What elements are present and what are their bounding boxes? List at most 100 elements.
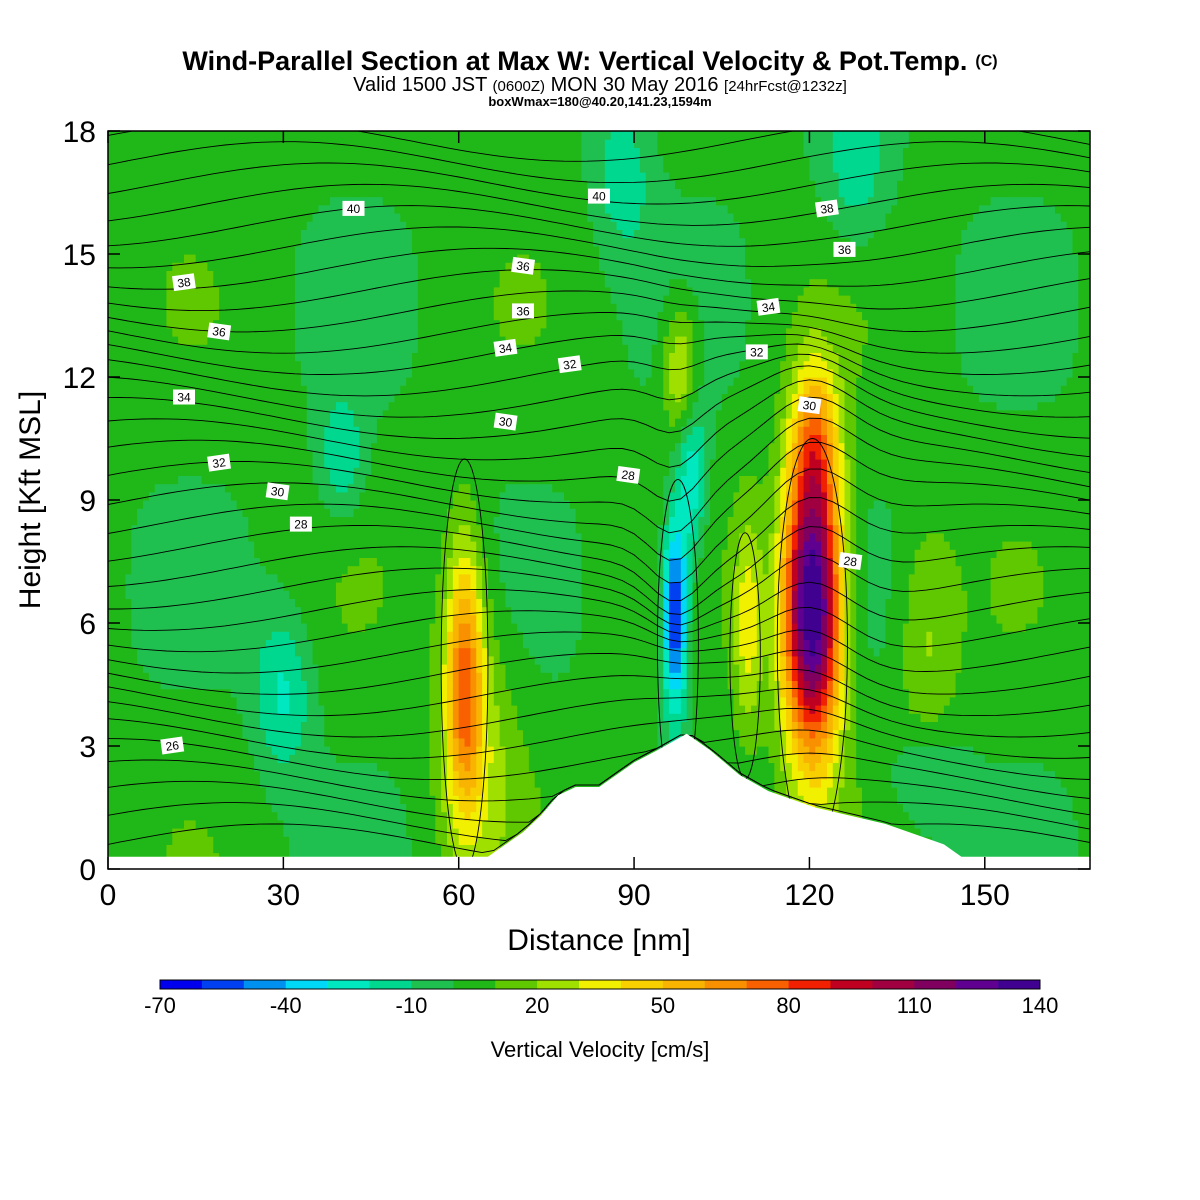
velocity-cell bbox=[248, 565, 255, 575]
velocity-cell bbox=[189, 631, 197, 640]
velocity-cell bbox=[376, 754, 384, 763]
velocity-cell bbox=[201, 188, 208, 198]
velocity-cell bbox=[254, 770, 261, 780]
velocity-cell bbox=[189, 819, 197, 829]
velocity-cell bbox=[394, 254, 401, 263]
velocity-cell bbox=[224, 828, 232, 837]
velocity-cell bbox=[148, 426, 156, 435]
velocity-cell bbox=[108, 368, 115, 378]
velocity-cell bbox=[154, 688, 162, 698]
velocity-cell bbox=[230, 344, 238, 353]
velocity-cell bbox=[371, 508, 378, 517]
velocity-cell bbox=[411, 524, 419, 534]
velocity-cell bbox=[347, 754, 355, 763]
velocity-cell bbox=[195, 688, 203, 698]
velocity-cell bbox=[318, 541, 325, 550]
velocity-cell bbox=[178, 213, 185, 222]
velocity-cell bbox=[125, 623, 132, 632]
velocity-cell bbox=[347, 803, 355, 813]
velocity-cell bbox=[376, 582, 384, 591]
velocity-cell bbox=[248, 508, 255, 517]
velocity-cell bbox=[119, 385, 127, 394]
velocity-cell bbox=[213, 450, 220, 460]
velocity-cell bbox=[201, 737, 208, 747]
velocity-cell bbox=[265, 196, 273, 206]
velocity-cell bbox=[154, 270, 162, 280]
velocity-cell bbox=[382, 344, 390, 353]
velocity-cell bbox=[318, 286, 325, 296]
velocity-cell bbox=[353, 393, 360, 403]
velocity-cell bbox=[353, 795, 360, 804]
velocity-cell bbox=[312, 360, 320, 370]
velocity-cell bbox=[113, 655, 121, 665]
velocity-cell bbox=[295, 254, 302, 263]
velocity-cell bbox=[172, 254, 179, 263]
velocity-cell bbox=[137, 139, 144, 148]
velocity-cell bbox=[248, 188, 255, 198]
velocity-cell bbox=[289, 327, 296, 337]
velocity-cell bbox=[371, 762, 378, 772]
velocity-cell bbox=[312, 614, 320, 624]
velocity-cell bbox=[283, 598, 290, 608]
velocity-cell bbox=[417, 434, 425, 444]
velocity-cell bbox=[382, 450, 390, 460]
velocity-cell bbox=[417, 672, 425, 681]
velocity-cell bbox=[400, 721, 407, 731]
velocity-cell bbox=[113, 803, 121, 813]
velocity-cell bbox=[259, 311, 267, 321]
velocity-cell bbox=[137, 729, 144, 739]
velocity-cell bbox=[371, 409, 378, 419]
velocity-cell bbox=[207, 393, 214, 403]
velocity-cell bbox=[417, 459, 425, 468]
velocity-cell bbox=[154, 524, 162, 534]
velocity-cell bbox=[236, 204, 244, 214]
velocity-cell bbox=[289, 180, 296, 189]
velocity-cell bbox=[335, 180, 343, 189]
velocity-cell bbox=[265, 262, 273, 271]
velocity-cell bbox=[160, 139, 168, 148]
velocity-cell bbox=[335, 442, 343, 452]
velocity-cell bbox=[160, 582, 168, 591]
velocity-cell bbox=[131, 368, 138, 378]
velocity-cell bbox=[388, 795, 396, 804]
velocity-cell bbox=[388, 237, 396, 247]
velocity-cell bbox=[330, 696, 337, 706]
velocity-cell bbox=[195, 672, 203, 681]
velocity-cell bbox=[219, 483, 226, 493]
velocity-cell bbox=[359, 705, 366, 714]
velocity-cell bbox=[335, 836, 343, 845]
velocity-cell bbox=[160, 352, 168, 362]
velocity-cell bbox=[277, 803, 284, 813]
velocity-cell bbox=[411, 237, 419, 247]
velocity-cell bbox=[318, 426, 325, 435]
velocity-cell bbox=[394, 516, 401, 526]
velocity-cell bbox=[371, 221, 378, 230]
velocity-cell bbox=[300, 647, 308, 657]
velocity-cell bbox=[371, 352, 378, 362]
velocity-cell bbox=[254, 573, 261, 583]
velocity-cell bbox=[148, 418, 156, 427]
velocity-cell bbox=[195, 368, 203, 378]
velocity-cell bbox=[295, 475, 302, 485]
velocity-cell bbox=[406, 721, 413, 731]
velocity-cell bbox=[271, 245, 279, 255]
velocity-cell bbox=[131, 319, 138, 329]
velocity-cell bbox=[318, 188, 325, 198]
velocity-cell bbox=[271, 172, 279, 181]
velocity-cell bbox=[382, 319, 390, 329]
velocity-cell bbox=[236, 828, 244, 837]
velocity-cell bbox=[125, 278, 132, 288]
velocity-cell bbox=[178, 639, 185, 649]
velocity-cell bbox=[172, 459, 179, 468]
velocity-cell bbox=[224, 639, 232, 649]
velocity-cell bbox=[224, 573, 232, 583]
velocity-cell bbox=[166, 426, 173, 435]
velocity-cell bbox=[248, 696, 255, 706]
velocity-cell bbox=[160, 655, 168, 665]
velocity-cell bbox=[224, 352, 232, 362]
velocity-cell bbox=[306, 508, 314, 517]
velocity-cell bbox=[417, 278, 425, 288]
velocity-cell bbox=[341, 319, 349, 329]
velocity-cell bbox=[400, 713, 407, 722]
velocity-cell bbox=[318, 664, 325, 673]
